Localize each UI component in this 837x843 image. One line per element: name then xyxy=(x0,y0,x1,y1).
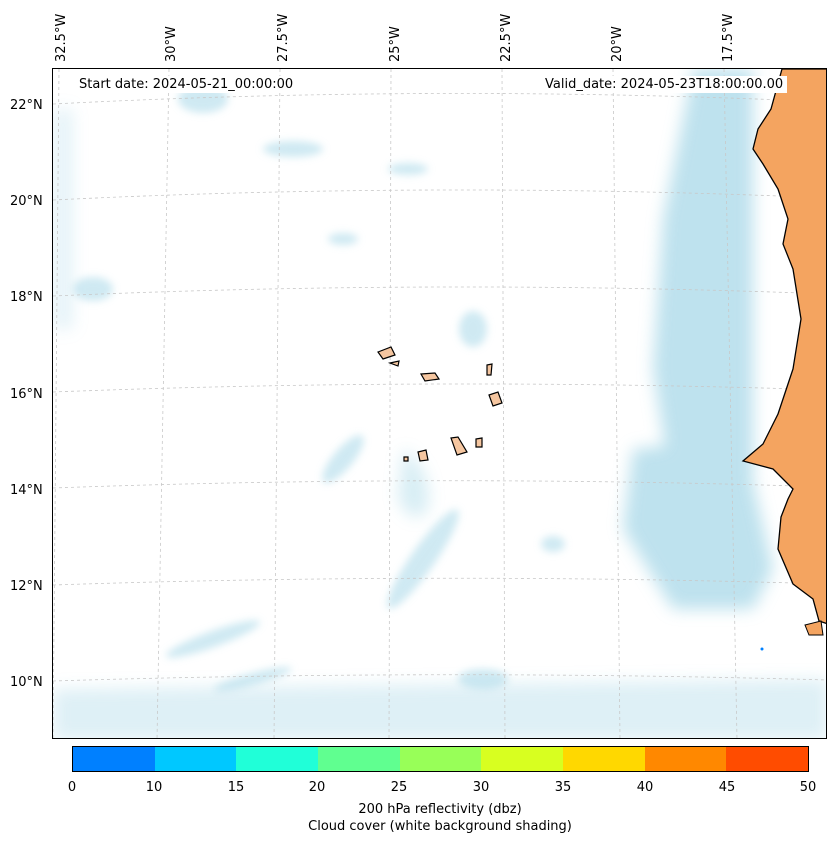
colorbar-tick-6: 35 xyxy=(554,780,572,795)
colorbar-tick-1: 10 xyxy=(145,780,163,795)
colorbar-tick-3: 20 xyxy=(308,780,326,795)
lon-label-22-5w: 22.5°W xyxy=(499,13,514,62)
island-santiago xyxy=(450,436,468,456)
colorbar-tick-7: 40 xyxy=(636,780,654,795)
colorbar-segment-0 xyxy=(73,747,155,771)
graticule xyxy=(53,69,826,738)
island-sao-nicolau xyxy=(420,372,441,382)
africa-coastline xyxy=(741,69,826,625)
island-boa-vista xyxy=(488,391,503,407)
island-fogo xyxy=(417,449,429,462)
lon-label-17-5w: 17.5°W xyxy=(721,13,736,62)
lat-label-20n: 20°N xyxy=(10,194,43,209)
bijagos-islands xyxy=(804,620,824,636)
lat-label-10n: 10°N xyxy=(10,675,43,690)
colorbar-segment-4 xyxy=(399,747,482,771)
lon-label-32-5w: 32.5°W xyxy=(54,13,69,62)
lon-label-27-5w: 27.5°W xyxy=(276,13,291,62)
cape-verde-islands xyxy=(377,346,503,462)
colorbar-segment-3 xyxy=(318,747,400,771)
lat-label-12n: 12°N xyxy=(10,579,43,594)
lat-label-16n: 16°N xyxy=(10,387,43,402)
lon-label-30w: 30°W xyxy=(164,26,179,62)
colorbar-tick-0: 0 xyxy=(67,780,77,795)
colorbar-label-reflectivity: 200 hPa reflectivity (dbz) xyxy=(358,802,522,817)
colorbar-label-cloud-cover: Cloud cover (white background shading) xyxy=(308,819,572,834)
start-date-label: Start date: 2024-05-21_00:00:00 xyxy=(75,76,298,93)
colorbar-tick-9: 50 xyxy=(799,780,817,795)
island-santo-antao xyxy=(377,346,396,360)
lat-label-14n: 14°N xyxy=(10,483,43,498)
colorbar-segment-1 xyxy=(154,747,237,771)
colorbar-tick-2: 15 xyxy=(227,780,245,795)
island-sao-vicente xyxy=(387,360,400,367)
lon-label-20w: 20°W xyxy=(610,26,625,62)
colorbar-tick-5: 30 xyxy=(472,780,490,795)
colorbar-segment-7 xyxy=(644,747,727,771)
map-panel xyxy=(52,68,827,739)
cloud-cover xyxy=(53,69,826,738)
island-brava xyxy=(403,456,409,462)
colorbar-segment-2 xyxy=(236,747,319,771)
colorbar-segment-5 xyxy=(481,747,564,771)
colorbar-segment-8 xyxy=(726,747,809,771)
colorbar xyxy=(72,746,809,772)
lat-label-22n: 22°N xyxy=(10,98,43,113)
map-canvas xyxy=(53,69,826,738)
island-maio xyxy=(475,437,483,448)
lat-label-18n: 18°N xyxy=(10,290,43,305)
island-sal xyxy=(486,363,493,376)
colorbar-tick-4: 25 xyxy=(390,780,408,795)
valid-date-label: Valid_date: 2024-05-23T18:00:00.00 xyxy=(541,76,788,93)
lon-label-25w: 25°W xyxy=(388,26,403,62)
colorbar-tick-8: 45 xyxy=(718,780,736,795)
reflectivity-point xyxy=(760,647,764,651)
colorbar-segment-6 xyxy=(563,747,645,771)
